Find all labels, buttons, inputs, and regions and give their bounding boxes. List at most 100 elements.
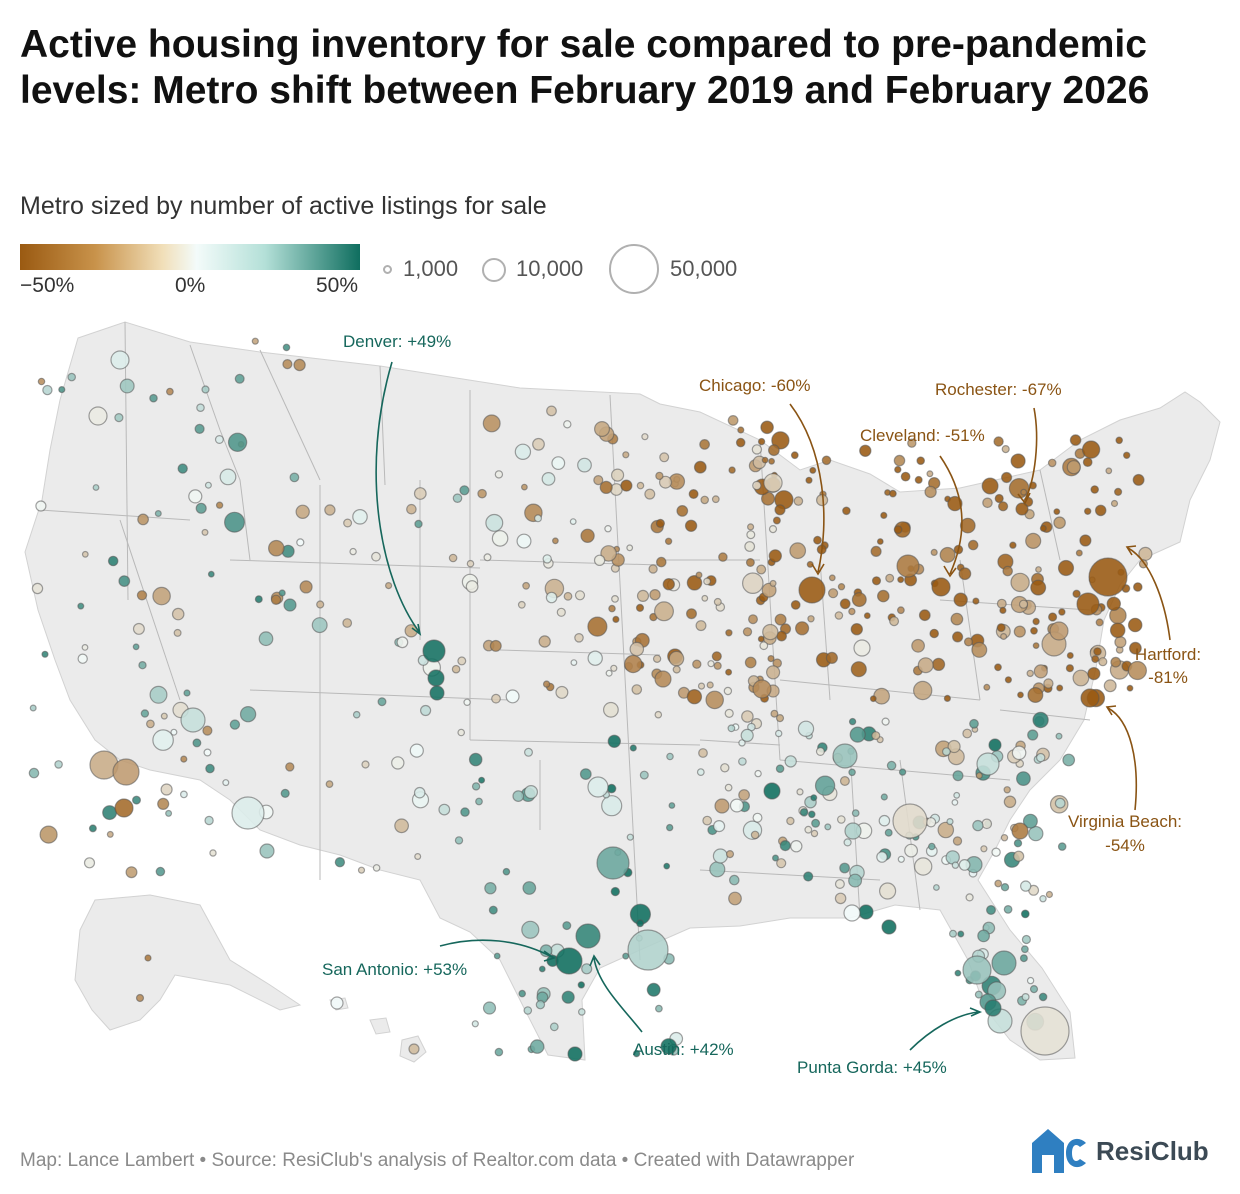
metro-dot bbox=[361, 760, 370, 769]
metro-dot bbox=[58, 386, 66, 394]
metro-dot bbox=[676, 505, 689, 517]
metro-dot bbox=[463, 698, 471, 707]
metro-dot bbox=[1132, 473, 1145, 486]
metro-dot bbox=[516, 533, 532, 549]
metro-dot bbox=[280, 788, 290, 799]
metro-dot bbox=[546, 405, 557, 417]
metro-dot bbox=[672, 665, 681, 674]
metro-dot bbox=[775, 729, 783, 738]
metro-dot bbox=[878, 882, 897, 900]
metro-dot bbox=[563, 420, 572, 429]
chart-subtitle: Metro sized by number of active listings… bbox=[20, 192, 547, 220]
brand-name: ResiClub bbox=[1096, 1136, 1209, 1166]
metro-dot bbox=[165, 387, 174, 396]
metro-dot bbox=[1128, 641, 1142, 655]
metro-dot bbox=[1090, 485, 1100, 494]
metro-dot bbox=[1045, 890, 1054, 899]
metro-dot bbox=[201, 528, 209, 536]
metro-dot bbox=[209, 849, 217, 857]
metro-dot bbox=[601, 795, 623, 817]
metro-dot bbox=[394, 818, 410, 834]
metro-dot bbox=[330, 996, 344, 1010]
metro-dot bbox=[612, 615, 620, 624]
metro-dot bbox=[489, 639, 502, 652]
metro-dot bbox=[644, 488, 656, 500]
metro-dot bbox=[1122, 451, 1131, 459]
metro-dot bbox=[324, 504, 336, 516]
metro-dot bbox=[396, 636, 409, 649]
metro-dot bbox=[475, 797, 483, 806]
metro-dot bbox=[797, 720, 815, 738]
metro-dot bbox=[542, 680, 551, 688]
metro-dot bbox=[1016, 771, 1031, 786]
metro-dot bbox=[815, 746, 825, 756]
metro-dot bbox=[768, 524, 778, 534]
metro-dot bbox=[943, 694, 952, 703]
metro-dot bbox=[1019, 880, 1032, 892]
metro-dot bbox=[939, 546, 956, 563]
metro-dot bbox=[893, 525, 903, 534]
metro-dot bbox=[270, 594, 282, 606]
metro-dot bbox=[991, 950, 1017, 976]
metro-dot bbox=[738, 757, 747, 766]
metro-dot bbox=[711, 495, 720, 504]
metro-dot bbox=[1000, 834, 1009, 842]
metro-dot bbox=[911, 638, 925, 653]
metro-dot bbox=[725, 629, 733, 637]
metro-dot bbox=[420, 704, 432, 717]
metro-dot bbox=[746, 523, 755, 531]
metro-dot bbox=[752, 812, 763, 823]
metro-dot bbox=[958, 859, 971, 871]
metro-dot bbox=[229, 719, 241, 730]
metro-dot bbox=[409, 743, 424, 758]
metro-dot bbox=[577, 981, 586, 989]
metro-dot bbox=[768, 549, 783, 563]
metro-dot bbox=[1026, 976, 1035, 985]
metro-dot bbox=[897, 855, 905, 863]
metro-dot bbox=[810, 829, 819, 838]
metro-dot bbox=[160, 712, 168, 720]
metro-dot bbox=[155, 866, 166, 877]
metro-dot bbox=[391, 756, 405, 770]
metro-dot bbox=[658, 475, 672, 489]
metro-dot bbox=[834, 878, 845, 889]
metro-dot-cleveland bbox=[931, 577, 951, 597]
metro-dot bbox=[810, 794, 818, 802]
metro-dot bbox=[145, 719, 155, 729]
metro-dot-punta-gorda bbox=[984, 999, 1002, 1017]
metro-dot bbox=[768, 457, 775, 465]
metro-dot bbox=[653, 601, 674, 622]
metro-dot bbox=[1032, 617, 1040, 626]
label-chicago: Chicago: -60% bbox=[699, 376, 811, 395]
metro-dot bbox=[451, 664, 461, 674]
metro-dot bbox=[727, 415, 739, 426]
metro-dot bbox=[728, 874, 740, 886]
metro-dot bbox=[1003, 786, 1011, 794]
metro-dot bbox=[757, 635, 765, 643]
metro-dot bbox=[871, 731, 881, 741]
metro-dot bbox=[136, 590, 148, 601]
metro-dot bbox=[1057, 559, 1075, 577]
metro-dot bbox=[1009, 541, 1017, 549]
metro-dot bbox=[1020, 488, 1028, 496]
metro-dot bbox=[535, 1000, 546, 1010]
metro-dot bbox=[1022, 813, 1038, 829]
size-legend-label-large: 50,000 bbox=[670, 256, 738, 281]
metro-dot bbox=[610, 468, 625, 482]
metro-dot bbox=[1043, 678, 1054, 689]
metro-dot bbox=[1058, 608, 1066, 616]
metro-dot bbox=[587, 616, 608, 637]
metro-dot bbox=[1109, 622, 1126, 639]
metro-dot bbox=[849, 726, 866, 743]
metro-dot bbox=[695, 620, 707, 632]
metro-dot bbox=[552, 537, 559, 545]
metro-dot bbox=[551, 456, 566, 471]
metro-dot bbox=[278, 589, 286, 597]
metro-dot bbox=[1021, 934, 1032, 945]
metro-dot bbox=[1065, 664, 1075, 673]
metro-dot bbox=[878, 814, 891, 827]
metro-dot bbox=[31, 582, 44, 595]
metro-dot bbox=[969, 718, 979, 729]
metro-dot bbox=[149, 685, 168, 704]
metro-dot bbox=[438, 803, 451, 816]
